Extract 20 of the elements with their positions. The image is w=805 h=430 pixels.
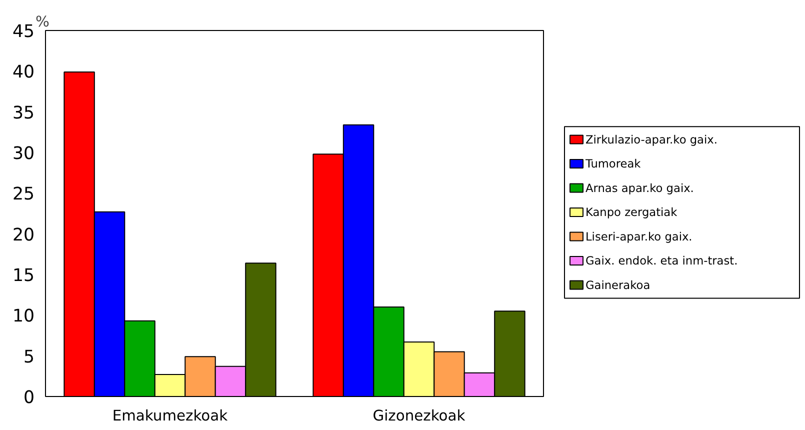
y-tick-label: 5: [23, 347, 35, 368]
y-tick-label: 25: [12, 184, 35, 205]
legend-label: Gainerakoa: [586, 278, 650, 292]
legend-label: Tumoreak: [584, 156, 642, 171]
y-tick-label: 10: [12, 306, 35, 327]
y-tick-label: 0: [23, 388, 35, 408]
y-tick-label: 45: [12, 22, 35, 42]
y-tick-label: 15: [12, 266, 35, 286]
x-tick-label: Emakumezkoak: [112, 408, 228, 424]
legend-label: Zirkulazio-apar.ko gaix.: [586, 132, 718, 146]
y-tick-label: 20: [12, 225, 35, 246]
y-tick-label: 35: [12, 103, 35, 124]
y-tick-label: 30: [12, 144, 35, 164]
y-axis-title: %: [36, 14, 50, 30]
legend-label: Gaix. endok. eta inm-trast.: [586, 254, 738, 268]
legend-label: Kanpo zergatiak: [586, 205, 678, 220]
legend-label: Liseri-apar.ko gaix.: [586, 229, 692, 244]
y-tick-label: 40: [12, 62, 35, 83]
x-tick-label: Gizonezkoak: [372, 408, 466, 424]
legend-label: Arnas apar.ko gaix.: [586, 180, 694, 195]
